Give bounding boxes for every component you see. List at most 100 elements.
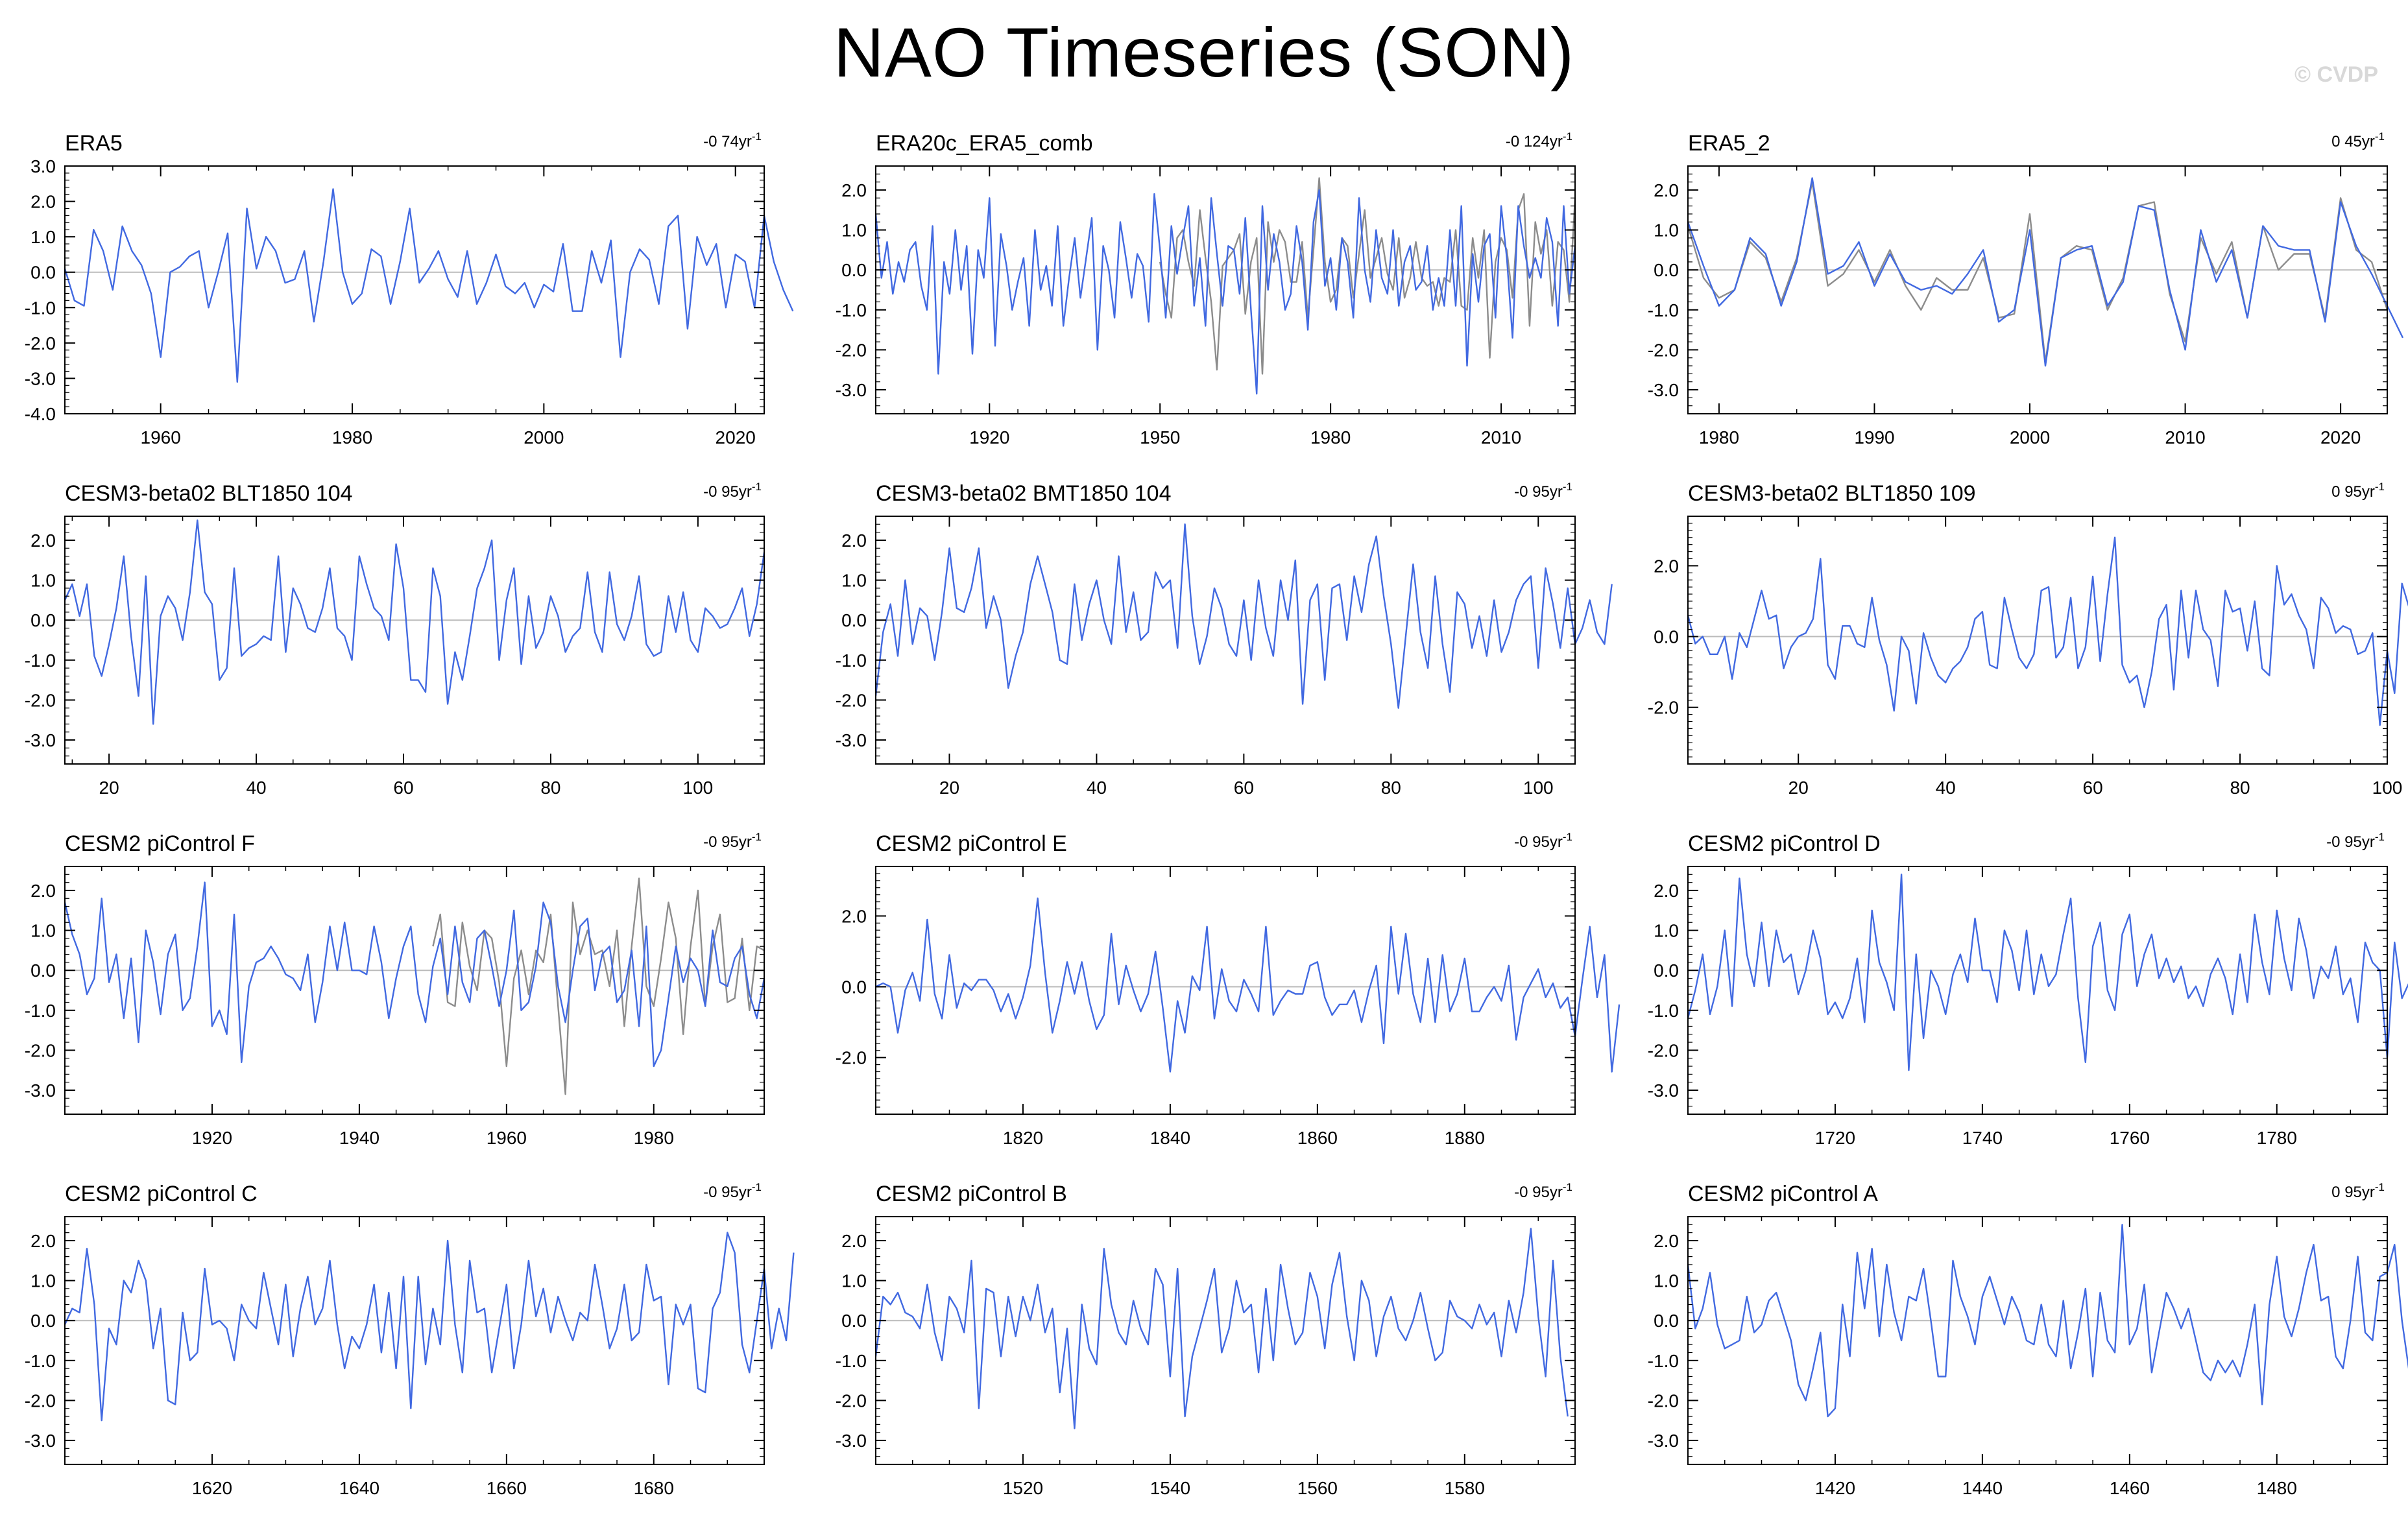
y-tick-label: 2.0 xyxy=(1654,556,1679,576)
x-tick-label: 1660 xyxy=(487,1478,527,1498)
x-tick-label: 20 xyxy=(1788,778,1809,798)
y-tick-label: 2.0 xyxy=(1654,180,1679,200)
x-tick-label: 1460 xyxy=(2110,1478,2150,1498)
panel-5: CESM3-beta02 BMT1850 104 -0 95yr-1 20 40 60 8… xyxy=(836,481,1613,798)
x-tick-label: 2020 xyxy=(2320,427,2361,447)
x-tick-label: 60 xyxy=(1234,778,1254,798)
series-line-model xyxy=(64,1232,795,1422)
x-tick-label: 1740 xyxy=(1962,1128,2003,1148)
y-tick-label: -3.0 xyxy=(836,1431,867,1451)
y-tick-label: 1.0 xyxy=(841,221,867,241)
y-tick-label: -4.0 xyxy=(25,404,56,424)
panel-12: CESM2 piControl A 0 95yr-1 1420 1440 1460 148… xyxy=(1648,1181,2408,1498)
x-tick-label: 1960 xyxy=(141,427,181,447)
panel-title: ERA5_2 xyxy=(1688,131,1770,156)
plot-frame xyxy=(875,866,1576,1115)
x-tick-label: 1940 xyxy=(339,1128,379,1148)
trend-label: -0 95yr-1 xyxy=(1514,831,1572,851)
x-tick-label: 1580 xyxy=(1445,1478,1485,1498)
y-tick-label: 1.0 xyxy=(30,1271,56,1291)
plot-frame xyxy=(1687,866,2388,1115)
plot-frame xyxy=(1687,1216,2388,1465)
y-tick-label: 0.0 xyxy=(30,610,56,630)
y-tick-label: -2.0 xyxy=(1648,1390,1679,1411)
x-tick-label: 1540 xyxy=(1150,1478,1190,1498)
x-tick-label: 40 xyxy=(1087,778,1107,798)
y-tick-label: -1.0 xyxy=(1648,300,1679,320)
y-tick-label: 0.0 xyxy=(30,960,56,981)
x-tick-label: 2000 xyxy=(524,427,564,447)
x-tick-label: 1980 xyxy=(634,1128,674,1148)
x-tick-label: 1780 xyxy=(2257,1128,2297,1148)
y-tick-label: -3.0 xyxy=(25,368,56,388)
trend-label: -0 124yr-1 xyxy=(1506,130,1572,150)
x-tick-label: 1820 xyxy=(1003,1128,1043,1148)
x-tick-label: 1680 xyxy=(634,1478,674,1498)
x-tick-label: 1950 xyxy=(1140,427,1180,447)
panel-2: ERA20c_ERA5_comb -0 124yr-1 1920 1950 1980 20… xyxy=(836,130,1576,447)
plot-frame xyxy=(64,165,765,414)
y-tick-label: 0.0 xyxy=(841,260,867,280)
trend-label: 0 95yr-1 xyxy=(2331,1181,2385,1201)
y-tick-label: -1.0 xyxy=(25,650,56,671)
panel-title: CESM3-beta02 BLT1850 109 xyxy=(1688,481,1976,506)
y-tick-label: 0.0 xyxy=(30,1311,56,1331)
series-line-model xyxy=(874,1228,1569,1429)
x-tick-label: 100 xyxy=(683,778,714,798)
trend-label: 0 95yr-1 xyxy=(2331,481,2385,501)
plot-frame xyxy=(875,516,1576,765)
y-tick-label: 1.0 xyxy=(841,571,867,591)
trend-label: -0 95yr-1 xyxy=(703,481,762,501)
series-line-era5 xyxy=(64,188,794,383)
series-line-model xyxy=(1687,1224,2408,1418)
y-tick-label: -1.0 xyxy=(1648,1001,1679,1021)
trend-label: -0 95yr-1 xyxy=(703,831,762,851)
panel-9: CESM2 piControl D -0 95yr-1 1720 1740 1760 17… xyxy=(1648,831,2408,1148)
x-tick-label: 40 xyxy=(246,778,266,798)
y-tick-label: 0.0 xyxy=(841,1311,867,1331)
x-tick-label: 1440 xyxy=(1962,1478,2003,1498)
y-tick-label: 0.0 xyxy=(841,977,867,997)
panel-title: ERA5 xyxy=(65,131,123,156)
x-tick-label: 80 xyxy=(2230,778,2250,798)
y-tick-label: 0.0 xyxy=(841,610,867,630)
y-tick-label: 1.0 xyxy=(1654,921,1679,941)
x-tick-label: 1640 xyxy=(339,1478,379,1498)
panel-7: CESM2 piControl F -0 95yr-1 1920 1940 1960 19… xyxy=(25,831,765,1148)
y-tick-label: 0.0 xyxy=(1654,260,1679,280)
x-tick-label: 1560 xyxy=(1297,1478,1338,1498)
y-tick-label: -1.0 xyxy=(836,300,867,320)
x-tick-label: 1480 xyxy=(2257,1478,2297,1498)
plot-frame xyxy=(1687,516,2388,765)
x-tick-label: 100 xyxy=(2372,778,2403,798)
y-tick-label: 0.0 xyxy=(1654,627,1679,647)
x-tick-label: 2010 xyxy=(2165,427,2205,447)
x-tick-label: 1420 xyxy=(1815,1478,1855,1498)
y-tick-label: 0.0 xyxy=(1654,960,1679,981)
trend-label: 0 45yr-1 xyxy=(2331,130,2385,150)
y-tick-label: -1.0 xyxy=(25,1351,56,1371)
y-tick-label: 1.0 xyxy=(1654,221,1679,241)
panel-title: CESM2 piControl B xyxy=(876,1182,1067,1206)
panel-6: CESM3-beta02 BLT1850 109 0 95yr-1 20 40 60 80… xyxy=(1648,481,2408,798)
x-tick-label: 1880 xyxy=(1445,1128,1485,1148)
y-tick-label: 2.0 xyxy=(1654,1231,1679,1251)
y-tick-label: -2.0 xyxy=(836,1048,867,1068)
y-tick-label: -1.0 xyxy=(836,1351,867,1371)
y-tick-label: 2.0 xyxy=(841,180,867,200)
panel-title: CESM2 piControl A xyxy=(1688,1182,1878,1206)
y-tick-label: -2.0 xyxy=(836,690,867,710)
x-tick-label: 40 xyxy=(1936,778,1956,798)
y-tick-label: -1.0 xyxy=(25,298,56,318)
y-tick-label: 1.0 xyxy=(1654,1271,1679,1291)
x-tick-label: 1520 xyxy=(1003,1478,1043,1498)
y-tick-label: 1.0 xyxy=(841,1271,867,1291)
y-tick-label: 2.0 xyxy=(841,1231,867,1251)
y-tick-label: -1.0 xyxy=(836,650,867,671)
panel-10: CESM2 piControl C -0 95yr-1 1620 1640 1660 16… xyxy=(25,1181,795,1498)
y-tick-label: 3.0 xyxy=(30,156,56,176)
y-tick-label: 2.0 xyxy=(30,1231,56,1251)
plot-frame xyxy=(64,516,765,765)
x-tick-label: 1720 xyxy=(1815,1128,1855,1148)
